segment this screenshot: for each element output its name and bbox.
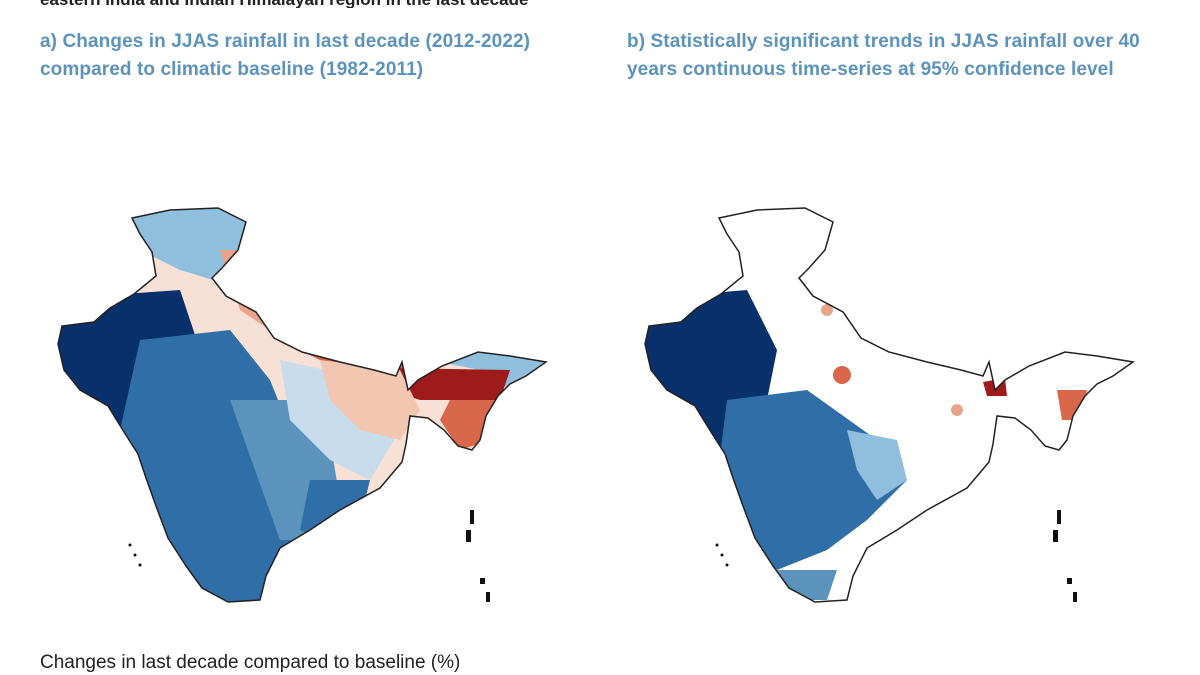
- legend-title: Changes in last decade compared to basel…: [40, 652, 461, 673]
- panel-b-title-line1: b) Statistically significant trends in J…: [627, 31, 1140, 52]
- panel-b-title-line2: years continuous time-series at 95% conf…: [627, 59, 1114, 80]
- islands-a: [128, 510, 490, 602]
- panel-a-title-line2: compared to climatic baseline (1982-2011…: [40, 59, 424, 80]
- india-outline-a: [57, 207, 548, 603]
- india-outline-b: [644, 207, 1135, 603]
- significant-trend-map: [644, 207, 1135, 603]
- rainfall-change-map: [57, 207, 548, 603]
- panel-a-title-line1: a) Changes in JJAS rainfall in last deca…: [40, 31, 531, 52]
- islands-b: [715, 510, 1077, 602]
- cropped-header-text: eastern India and Indian Himalayan regio…: [40, 0, 740, 8]
- panel-b-title: b) Statistically significant trends in J…: [627, 28, 1187, 84]
- panel-a-title: a) Changes in JJAS rainfall in last deca…: [40, 28, 580, 84]
